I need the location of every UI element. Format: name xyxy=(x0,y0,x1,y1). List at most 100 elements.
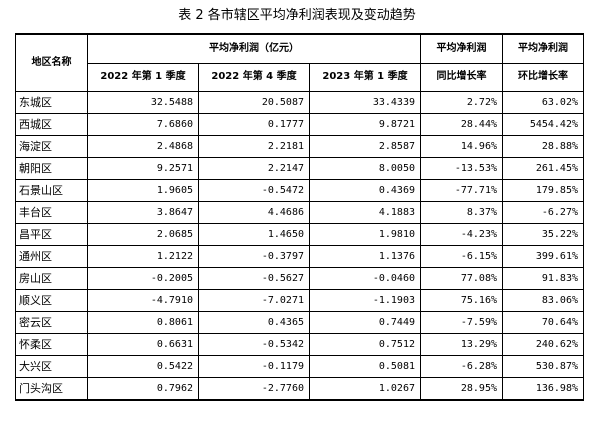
cell-q1-2023: 2.8587 xyxy=(309,135,421,158)
table-row: 东城区 32.5488 20.5087 33.4339 2.72% 63.02% xyxy=(15,91,584,114)
cell-qoq-growth: 63.02% xyxy=(502,91,584,114)
cell-qoq-growth: 136.98% xyxy=(502,377,584,401)
cell-q4-2022: -2.7760 xyxy=(198,377,310,401)
cell-qoq-growth: 179.85% xyxy=(502,179,584,202)
cell-qoq-growth: 35.22% xyxy=(502,223,584,246)
cell-yoy-growth: 75.16% xyxy=(420,289,503,312)
cell-q1-2023: 0.5081 xyxy=(309,355,421,378)
cell-q1-2022: 2.0685 xyxy=(87,223,199,246)
cell-yoy-growth: 8.37% xyxy=(420,201,503,224)
cell-qoq-growth: 5454.42% xyxy=(502,113,584,136)
header-qoq-bottom: 环比增长率 xyxy=(502,62,584,92)
cell-yoy-growth: -77.71% xyxy=(420,179,503,202)
cell-q4-2022: -0.3797 xyxy=(198,245,310,268)
cell-region-name: 石景山区 xyxy=(15,179,88,202)
cell-q4-2022: 20.5087 xyxy=(198,91,310,114)
table-row: 大兴区 0.5422 -0.1179 0.5081 -6.28% 530.87% xyxy=(15,355,584,378)
cell-qoq-growth: 240.62% xyxy=(502,333,584,356)
cell-qoq-growth: 28.88% xyxy=(502,135,584,158)
table-row: 昌平区 2.0685 1.4650 1.9810 -4.23% 35.22% xyxy=(15,223,584,246)
cell-q1-2023: 1.9810 xyxy=(309,223,421,246)
header-period-2: 2022 年第 4 季度 xyxy=(198,62,310,92)
cell-qoq-growth: 261.45% xyxy=(502,157,584,180)
cell-q1-2023: 9.8721 xyxy=(309,113,421,136)
cell-q1-2023: 0.7449 xyxy=(309,311,421,334)
cell-q4-2022: -0.5627 xyxy=(198,267,310,290)
table-row: 石景山区 1.9605 -0.5472 0.4369 -77.71% 179.85% xyxy=(15,179,584,202)
cell-yoy-growth: 13.29% xyxy=(420,333,503,356)
cell-q4-2022: 0.4365 xyxy=(198,311,310,334)
cell-qoq-growth: 91.83% xyxy=(502,267,584,290)
cell-q1-2023: 33.4339 xyxy=(309,91,421,114)
cell-q1-2023: 8.0050 xyxy=(309,157,421,180)
cell-qoq-growth: 530.87% xyxy=(502,355,584,378)
header-region: 地区名称 xyxy=(15,33,88,92)
table-row: 西城区 7.6860 0.1777 9.8721 28.44% 5454.42% xyxy=(15,113,584,136)
cell-q1-2022: 7.6860 xyxy=(87,113,199,136)
cell-qoq-growth: -6.27% xyxy=(502,201,584,224)
cell-q1-2022: 32.5488 xyxy=(87,91,199,114)
cell-q4-2022: 0.1777 xyxy=(198,113,310,136)
cell-q1-2023: 0.7512 xyxy=(309,333,421,356)
cell-qoq-growth: 399.61% xyxy=(502,245,584,268)
cell-q1-2023: -1.1903 xyxy=(309,289,421,312)
table-row: 房山区 -0.2005 -0.5627 -0.0460 77.08% 91.83% xyxy=(15,267,584,290)
table-header: 地区名称 平均净利润（亿元） 平均净利润 平均净利润 2022 年第 1 季度 … xyxy=(15,33,584,92)
cell-yoy-growth: -4.23% xyxy=(420,223,503,246)
table-row: 海淀区 2.4868 2.2181 2.8587 14.96% 28.88% xyxy=(15,135,584,158)
cell-region-name: 朝阳区 xyxy=(15,157,88,180)
cell-region-name: 顺义区 xyxy=(15,289,88,312)
cell-q1-2022: 0.5422 xyxy=(87,355,199,378)
cell-qoq-growth: 70.64% xyxy=(502,311,584,334)
cell-yoy-growth: -7.59% xyxy=(420,311,503,334)
cell-yoy-growth: -6.15% xyxy=(420,245,503,268)
cell-region-name: 丰台区 xyxy=(15,201,88,224)
table-row: 顺义区 -4.7910 -7.0271 -1.1903 75.16% 83.06% xyxy=(15,289,584,312)
cell-q1-2022: 0.7962 xyxy=(87,377,199,401)
cell-q1-2022: -0.2005 xyxy=(87,267,199,290)
cell-q4-2022: 1.4650 xyxy=(198,223,310,246)
cell-yoy-growth: 77.08% xyxy=(420,267,503,290)
table-row: 门头沟区 0.7962 -2.7760 1.0267 28.95% 136.98% xyxy=(15,377,584,401)
header-period-1: 2022 年第 1 季度 xyxy=(87,62,199,92)
cell-yoy-growth: -13.53% xyxy=(420,157,503,180)
cell-q1-2022: 3.8647 xyxy=(87,201,199,224)
header-qoq-top: 平均净利润 xyxy=(502,33,584,64)
table-caption: 表 2 各市辖区平均净利润表现及变动趋势 xyxy=(178,8,416,23)
cell-region-name: 门头沟区 xyxy=(15,377,88,401)
cell-region-name: 昌平区 xyxy=(15,223,88,246)
cell-q1-2022: 2.4868 xyxy=(87,135,199,158)
cell-q1-2022: 9.2571 xyxy=(87,157,199,180)
cell-q1-2022: 1.2122 xyxy=(87,245,199,268)
cell-q4-2022: -0.5342 xyxy=(198,333,310,356)
table-row: 怀柔区 0.6631 -0.5342 0.7512 13.29% 240.62% xyxy=(15,333,584,356)
cell-q4-2022: -0.5472 xyxy=(198,179,310,202)
cell-q1-2023: 4.1883 xyxy=(309,201,421,224)
cell-q1-2023: 0.4369 xyxy=(309,179,421,202)
cell-q1-2023: 1.0267 xyxy=(309,377,421,401)
header-profit-group: 平均净利润（亿元） xyxy=(87,33,421,64)
cell-yoy-growth: 28.95% xyxy=(420,377,503,401)
cell-q1-2022: -4.7910 xyxy=(87,289,199,312)
cell-q1-2023: 1.1376 xyxy=(309,245,421,268)
cell-region-name: 大兴区 xyxy=(15,355,88,378)
table-body: 东城区 32.5488 20.5087 33.4339 2.72% 63.02% 西城区 7.… xyxy=(15,91,584,401)
cell-region-name: 怀柔区 xyxy=(15,333,88,356)
cell-q1-2022: 0.6631 xyxy=(87,333,199,356)
cell-region-name: 通州区 xyxy=(15,245,88,268)
cell-q4-2022: 2.2147 xyxy=(198,157,310,180)
header-row-1: 地区名称 平均净利润（亿元） 平均净利润 平均净利润 xyxy=(15,33,584,92)
cell-q4-2022: -0.1179 xyxy=(198,355,310,378)
cell-region-name: 密云区 xyxy=(15,311,88,334)
cell-q1-2022: 1.9605 xyxy=(87,179,199,202)
header-row-2: 2022 年第 1 季度 2022 年第 4 季度 2023 年第 1 季度 同… xyxy=(16,62,584,92)
cell-q4-2022: -7.0271 xyxy=(198,289,310,312)
cell-q1-2022: 0.8061 xyxy=(87,311,199,334)
profit-table: 地区名称 平均净利润（亿元） 平均净利润 平均净利润 2022 年第 1 季度 … xyxy=(15,33,584,401)
cell-region-name: 海淀区 xyxy=(15,135,88,158)
cell-region-name: 房山区 xyxy=(15,267,88,290)
table-row: 朝阳区 9.2571 2.2147 8.0050 -13.53% 261.45% xyxy=(15,157,584,180)
cell-q4-2022: 4.4686 xyxy=(198,201,310,224)
header-yoy-top: 平均净利润 xyxy=(420,33,503,64)
cell-region-name: 西城区 xyxy=(15,113,88,136)
